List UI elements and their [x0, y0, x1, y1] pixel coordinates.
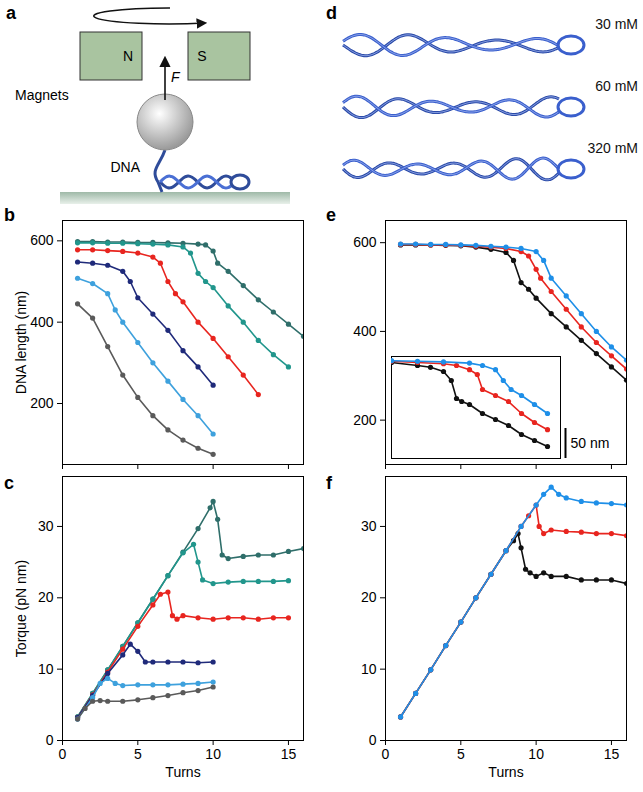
svg-text:0: 0	[369, 732, 377, 748]
svg-text:400: 400	[30, 314, 54, 330]
svg-text:0: 0	[59, 746, 67, 762]
svg-text:60 mM: 60 mM	[595, 78, 638, 94]
svg-text:50 nm: 50 nm	[571, 435, 610, 451]
svg-text:0: 0	[382, 746, 390, 762]
svg-text:20: 20	[38, 589, 54, 605]
svg-text:30 mM: 30 mM	[595, 16, 638, 32]
svg-text:320 mM: 320 mM	[587, 140, 638, 156]
svg-text:20: 20	[361, 589, 377, 605]
svg-text:Magnets: Magnets	[15, 87, 69, 103]
svg-text:30: 30	[38, 518, 54, 534]
svg-text:200: 200	[30, 395, 54, 411]
html-text:f: f	[326, 473, 332, 493]
svg-text:10: 10	[38, 661, 54, 677]
svg-text:Turns: Turns	[488, 764, 523, 780]
svg-text:F: F	[171, 69, 181, 85]
svg-text:0: 0	[46, 732, 54, 748]
html-text:d: d	[326, 3, 337, 23]
svg-text:10: 10	[361, 661, 377, 677]
svg-text:15: 15	[604, 746, 620, 762]
svg-text:10: 10	[205, 746, 221, 762]
html-text:e: e	[326, 205, 336, 225]
svg-text:DNA: DNA	[110, 159, 140, 175]
html-text:a: a	[6, 3, 16, 23]
svg-text:15: 15	[281, 746, 297, 762]
svg-text:N: N	[123, 48, 133, 64]
html-text:b: b	[4, 205, 15, 225]
svg-text:5: 5	[134, 746, 142, 762]
svg-text:600: 600	[30, 232, 54, 248]
svg-text:30: 30	[361, 518, 377, 534]
svg-text:S: S	[197, 48, 206, 64]
svg-text:10: 10	[528, 746, 544, 762]
svg-text:DNA length (nm): DNA length (nm)	[13, 291, 29, 394]
html-text:c: c	[4, 473, 14, 493]
svg-text:400: 400	[353, 323, 377, 339]
svg-text:Torque (pN nm): Torque (pN nm)	[13, 560, 29, 657]
svg-text:Turns: Turns	[165, 764, 200, 780]
svg-text:5: 5	[457, 746, 465, 762]
svg-text:200: 200	[353, 412, 377, 428]
svg-text:600: 600	[353, 234, 377, 250]
